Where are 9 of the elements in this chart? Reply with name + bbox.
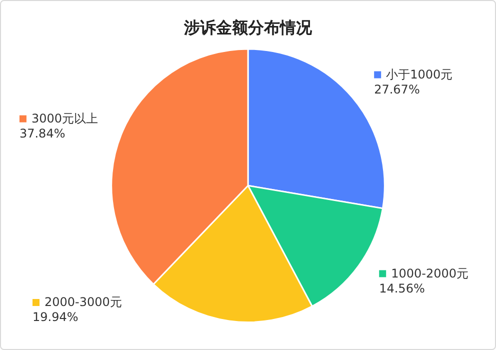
legend-label: 2000-3000元 (44, 295, 122, 310)
data-label: 37.84% (19, 126, 66, 140)
legend-label: 1000-2000元 (391, 266, 469, 280)
legend-label: 小于1000元 (386, 67, 453, 82)
chart-title: 涉诉金额分布情况 (183, 18, 313, 37)
data-label: 19.94% (32, 310, 78, 324)
data-label: 14.56% (379, 281, 425, 296)
data-label: 27.67% (374, 82, 420, 96)
legend-label: 3000元以上 (31, 111, 98, 126)
